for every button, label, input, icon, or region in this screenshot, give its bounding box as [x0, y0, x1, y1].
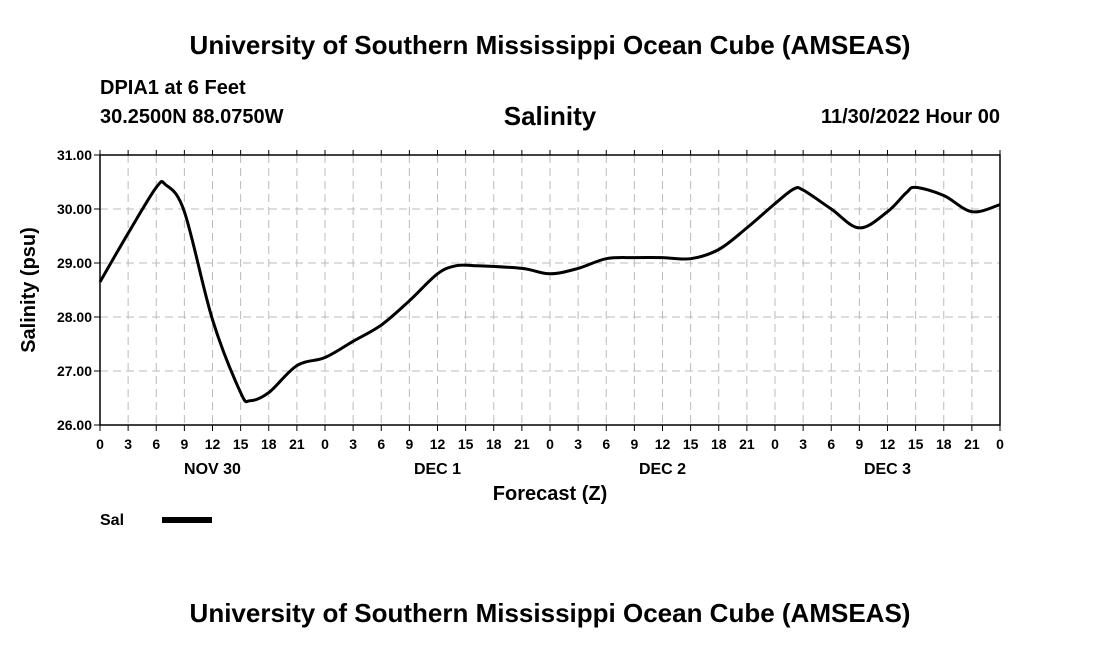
x-tick-label: 15: [683, 436, 699, 452]
chart-title-top: University of Southern Mississippi Ocean…: [189, 30, 911, 60]
x-tick-label: 9: [180, 436, 188, 452]
legend-label-sal: Sal: [100, 512, 124, 529]
x-tick-label: 6: [152, 436, 160, 452]
day-label: DEC 2: [639, 461, 686, 478]
x-tick-label: 3: [574, 436, 582, 452]
x-tick-label: 15: [458, 436, 474, 452]
series-layer: [98, 179, 1001, 404]
x-tick-label: 6: [377, 436, 385, 452]
y-tick-label: 29.00: [57, 255, 92, 271]
x-tick-label: 21: [964, 436, 980, 452]
x-tick-label: 21: [739, 436, 755, 452]
x-tick-label: 3: [799, 436, 807, 452]
x-tick-label: 0: [771, 436, 779, 452]
day-label: NOV 30: [184, 461, 241, 478]
x-tick-label: 12: [880, 436, 896, 452]
x-tick-label: 18: [936, 436, 952, 452]
y-tick-label: 30.00: [57, 201, 92, 217]
y-tick-label: 27.00: [57, 363, 92, 379]
x-tick-label: 9: [630, 436, 638, 452]
station-coordinates: 30.2500N 88.0750W: [100, 106, 284, 128]
day-label: DEC 1: [414, 461, 461, 478]
x-tick-label: 18: [486, 436, 502, 452]
x-tick-label: 0: [996, 436, 1004, 452]
x-tick-label: 15: [233, 436, 249, 452]
x-tick-label: 21: [289, 436, 305, 452]
y-axis-label: Salinity (psu): [18, 227, 40, 353]
y-tick-label: 26.00: [57, 417, 92, 433]
grid-layer: [100, 155, 1000, 425]
x-tick-label: 12: [430, 436, 446, 452]
x-tick-label: 12: [655, 436, 671, 452]
day-label: DEC 3: [864, 461, 911, 478]
x-axis-label: Forecast (Z): [493, 483, 607, 505]
model-run-time: 11/30/2022 Hour 00: [820, 106, 1000, 128]
x-tick-label: 9: [405, 436, 413, 452]
x-tick-label: 18: [711, 436, 727, 452]
y-tick-label: 28.00: [57, 309, 92, 325]
x-tick-label: 15: [908, 436, 924, 452]
chart-title-bottom: University of Southern Mississippi Ocean…: [189, 598, 911, 628]
station-label: DPIA1 at 6 Feet: [100, 77, 246, 99]
series-line-sal: [98, 179, 1001, 404]
y-tick-label: 31.00: [57, 147, 92, 163]
tick-layer: 26.00 27.00 28.00 29.00 30.00 31.00 0 3 6 9 12 15 18…: [57, 147, 1004, 478]
x-tick-label: 0: [546, 436, 554, 452]
x-tick-label: 6: [827, 436, 835, 452]
x-tick-label: 21: [514, 436, 530, 452]
x-tick-label: 0: [96, 436, 104, 452]
x-tick-label: 3: [124, 436, 132, 452]
x-tick-label: 6: [602, 436, 610, 452]
x-tick-label: 9: [855, 436, 863, 452]
x-tick-label: 0: [321, 436, 329, 452]
legend: Sal: [100, 512, 212, 529]
x-tick-label: 12: [205, 436, 221, 452]
x-tick-label: 18: [261, 436, 277, 452]
variable-title: Salinity: [503, 101, 597, 131]
x-tick-label: 3: [349, 436, 357, 452]
